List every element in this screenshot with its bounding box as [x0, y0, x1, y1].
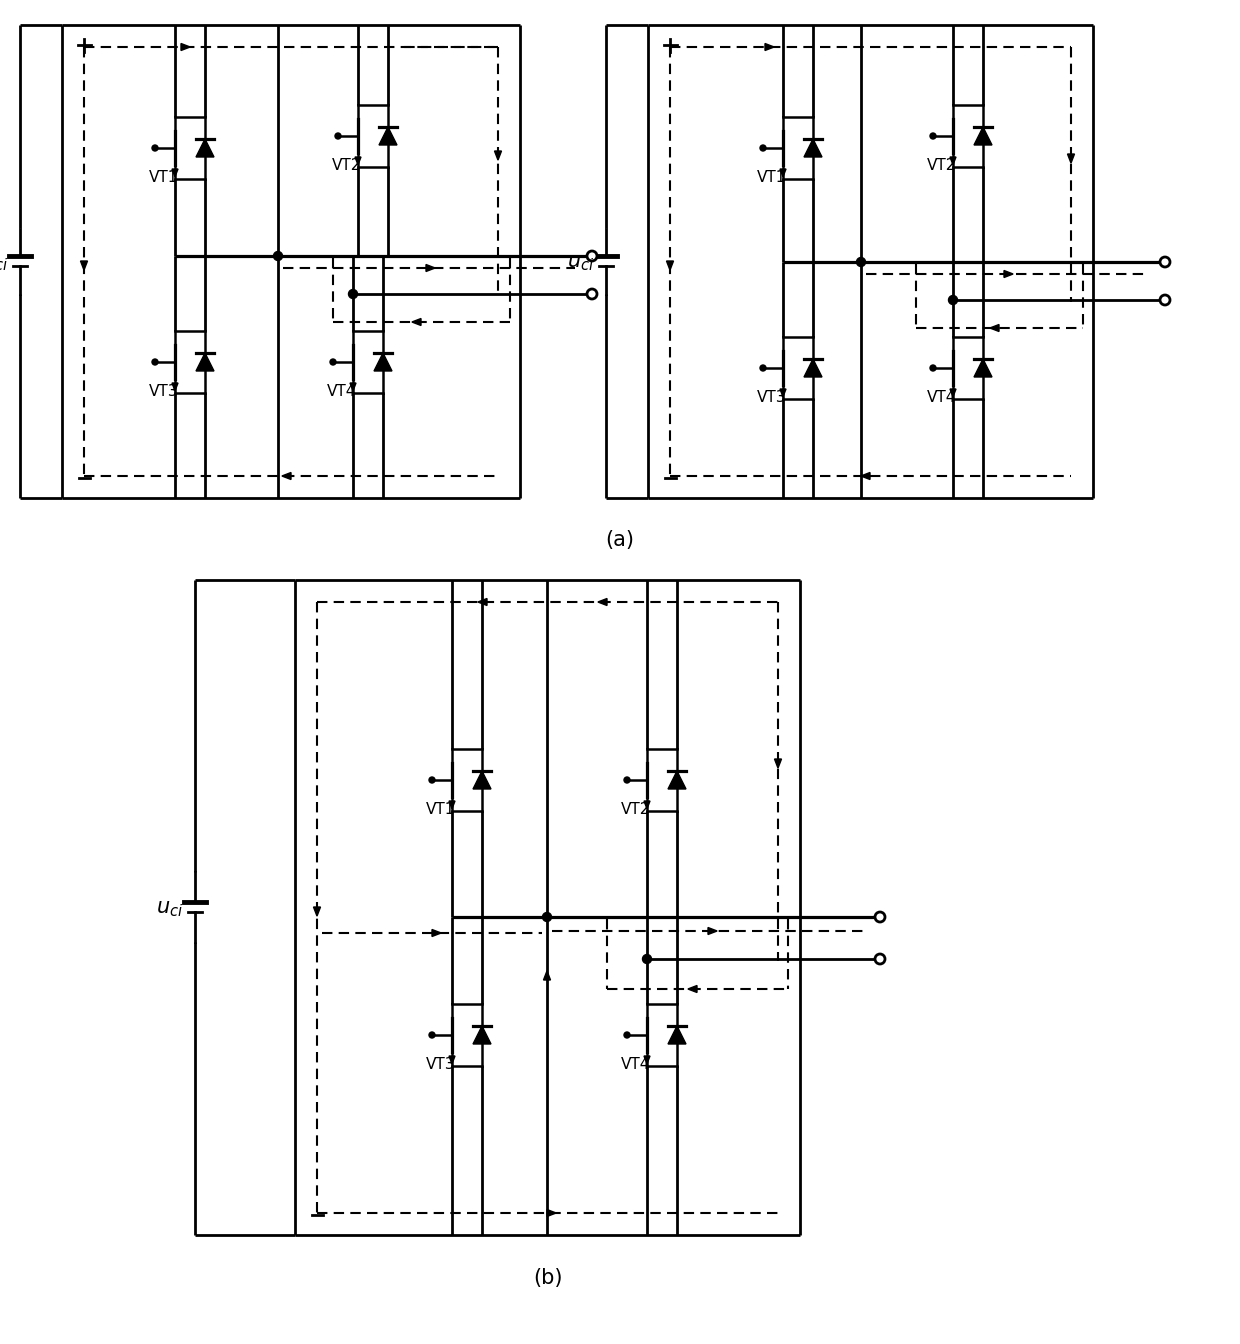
Polygon shape: [172, 169, 179, 177]
Circle shape: [857, 258, 866, 266]
Polygon shape: [861, 473, 870, 480]
Text: VT3: VT3: [427, 1056, 455, 1073]
Polygon shape: [644, 801, 650, 809]
Polygon shape: [374, 353, 392, 371]
Text: VT4: VT4: [327, 384, 356, 399]
Circle shape: [587, 251, 596, 261]
Polygon shape: [973, 126, 992, 145]
Circle shape: [642, 954, 651, 964]
Circle shape: [1159, 294, 1171, 305]
Polygon shape: [950, 388, 956, 396]
Polygon shape: [412, 319, 422, 325]
Polygon shape: [1068, 155, 1075, 163]
Polygon shape: [708, 927, 717, 934]
Circle shape: [587, 289, 596, 298]
Text: VT4: VT4: [621, 1056, 650, 1073]
Polygon shape: [379, 126, 397, 145]
Circle shape: [153, 145, 157, 151]
Circle shape: [335, 133, 341, 138]
Polygon shape: [350, 383, 356, 391]
Polygon shape: [432, 930, 441, 937]
Circle shape: [429, 1032, 435, 1038]
Polygon shape: [688, 985, 697, 992]
Polygon shape: [547, 1210, 556, 1216]
Circle shape: [875, 913, 885, 922]
Polygon shape: [196, 353, 215, 371]
Polygon shape: [598, 598, 608, 606]
Circle shape: [330, 359, 336, 366]
Polygon shape: [196, 138, 215, 157]
Polygon shape: [644, 1056, 650, 1064]
Polygon shape: [780, 169, 786, 177]
Polygon shape: [449, 1056, 455, 1064]
Text: VT2: VT2: [621, 802, 650, 817]
Circle shape: [153, 359, 157, 366]
Polygon shape: [804, 359, 822, 378]
Polygon shape: [667, 261, 673, 270]
Text: VT4: VT4: [928, 390, 956, 405]
Polygon shape: [973, 359, 992, 378]
Circle shape: [760, 366, 766, 371]
Text: (a): (a): [605, 530, 635, 550]
Polygon shape: [990, 324, 999, 332]
Circle shape: [274, 251, 283, 261]
Polygon shape: [543, 970, 551, 980]
Polygon shape: [181, 43, 190, 51]
Circle shape: [930, 366, 936, 371]
Text: VT2: VT2: [332, 159, 361, 173]
Polygon shape: [950, 157, 956, 165]
Circle shape: [348, 289, 357, 298]
Polygon shape: [314, 907, 320, 917]
Polygon shape: [472, 1025, 491, 1044]
Polygon shape: [668, 771, 686, 789]
Text: $u_{ci}$: $u_{ci}$: [0, 253, 7, 273]
Text: VT1: VT1: [149, 169, 179, 185]
Text: VT3: VT3: [756, 390, 786, 405]
Polygon shape: [81, 261, 88, 270]
Text: VT3: VT3: [149, 384, 179, 399]
Polygon shape: [668, 1025, 686, 1044]
Circle shape: [930, 133, 936, 138]
Polygon shape: [477, 598, 487, 606]
Circle shape: [429, 777, 435, 784]
Polygon shape: [775, 759, 781, 769]
Circle shape: [543, 913, 552, 922]
Polygon shape: [780, 388, 786, 396]
Polygon shape: [495, 151, 501, 160]
Polygon shape: [472, 771, 491, 789]
Text: (b): (b): [533, 1267, 563, 1288]
Polygon shape: [355, 157, 361, 165]
Circle shape: [875, 954, 885, 964]
Text: VT1: VT1: [427, 802, 455, 817]
Polygon shape: [449, 801, 455, 809]
Text: VT1: VT1: [756, 169, 786, 185]
Circle shape: [624, 777, 630, 784]
Polygon shape: [427, 265, 435, 271]
Circle shape: [949, 296, 957, 305]
Circle shape: [624, 1032, 630, 1038]
Circle shape: [1159, 257, 1171, 267]
Polygon shape: [804, 138, 822, 157]
Text: $u_{ci}$: $u_{ci}$: [567, 253, 594, 273]
Polygon shape: [281, 473, 291, 480]
Polygon shape: [765, 43, 774, 51]
Circle shape: [760, 145, 766, 151]
Polygon shape: [172, 383, 179, 391]
Text: $u_{ci}$: $u_{ci}$: [156, 899, 184, 919]
Polygon shape: [1004, 270, 1013, 277]
Text: VT2: VT2: [928, 159, 956, 173]
